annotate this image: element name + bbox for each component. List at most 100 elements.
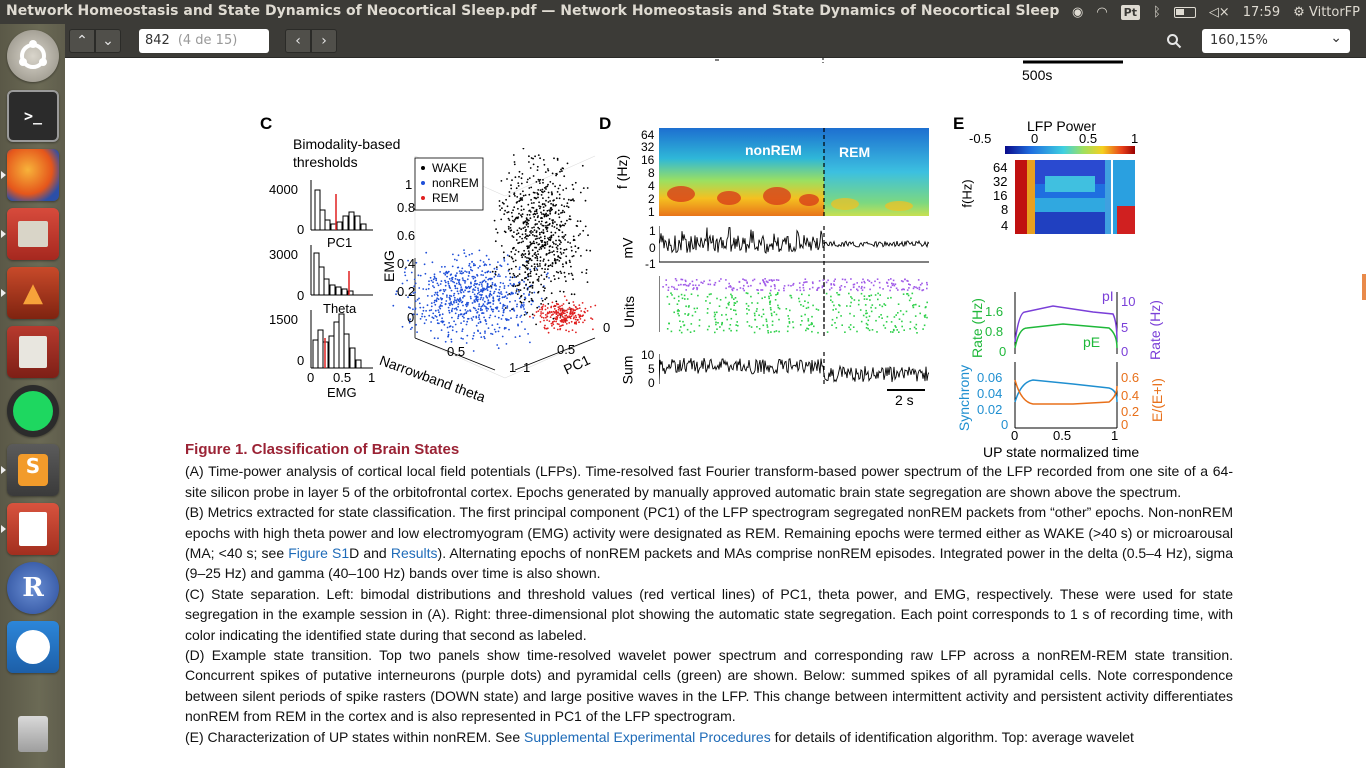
user-menu[interactable]: ⚙ VittorFP: [1293, 5, 1360, 20]
rate-left-tick-0: 0: [999, 344, 1007, 359]
battery-icon[interactable]: [1173, 6, 1196, 18]
caption-e: (E) Characterization of UP states within…: [185, 727, 1233, 747]
keyboard-layout-indicator[interactable]: Pt: [1120, 4, 1140, 20]
calculator-icon: [19, 336, 47, 368]
caption-b: (B) Metrics extracted for state classifi…: [185, 502, 1233, 584]
y-tick-0: 0: [603, 320, 611, 335]
sublime-icon: S: [18, 454, 48, 486]
cbar-tick-1: 1: [1131, 131, 1139, 146]
document-viewer-launcher[interactable]: [1, 503, 59, 555]
page-count: (4 de 15): [177, 33, 238, 48]
emg-histogram: [310, 310, 373, 369]
chevron-down-icon: ⌄: [1330, 30, 1342, 46]
emg-y0: 0: [297, 353, 305, 368]
ei-label: E/(E+I): [1148, 378, 1165, 422]
document-page: 500s C Bimodality-based thresholds 400: [65, 58, 1366, 768]
next-page-button[interactable]: ⌄: [95, 29, 121, 53]
firefox-launcher[interactable]: [1, 149, 59, 201]
bluetooth-icon[interactable]: ᛒ: [1153, 4, 1161, 20]
e-spec-ytick-32: 32: [993, 174, 1008, 189]
e-spec-ytick-64: 64: [993, 160, 1008, 175]
teamviewer-launcher[interactable]: [7, 621, 59, 673]
histograms: [310, 180, 373, 369]
z-tick-08: 0.8: [397, 200, 416, 215]
rate-left-tick-08: 0.8: [985, 324, 1004, 339]
caption-b-text2: D and: [349, 545, 391, 562]
zoom-select[interactable]: 160,15% ⌄: [1202, 29, 1350, 53]
figure-s1-link[interactable]: Figure S1: [288, 545, 350, 562]
theta-histogram: [310, 245, 373, 296]
terminal-launcher[interactable]: >_: [7, 90, 59, 142]
rate-left-tick-16: 1.6: [985, 304, 1004, 319]
z-tick-04: 0.4: [397, 256, 416, 271]
theta-ymax: 3000: [269, 247, 298, 262]
supplemental-procedures-link[interactable]: Supplemental Experimental Procedures: [524, 728, 771, 745]
spec-ytick-16: 16: [641, 153, 655, 167]
trash-launcher[interactable]: [7, 708, 59, 760]
pe-label: pE: [1083, 334, 1101, 350]
sync-icon[interactable]: ◉: [1071, 4, 1084, 20]
zoom-value: 160,15%: [1210, 33, 1268, 48]
file-cabinet-icon: [18, 221, 48, 247]
state-label-nonrem: nonREM: [745, 142, 802, 158]
sync-label: Synchrony: [956, 364, 973, 432]
lfp-ytick-1: 1: [649, 224, 656, 238]
x-tick-05: 0.5: [447, 344, 466, 359]
clock[interactable]: 17:59: [1242, 4, 1281, 20]
r-launcher[interactable]: R: [7, 562, 59, 614]
emg-x0: 0: [307, 370, 315, 385]
spike-raster: [659, 276, 928, 336]
volume-muted-icon[interactable]: ◁×: [1208, 4, 1230, 20]
back-button[interactable]: ‹: [285, 29, 311, 53]
caption-b-text3: ). Alternating epochs of nonREM packets …: [185, 545, 1233, 582]
launcher: >_ ▲ S R: [0, 24, 65, 768]
search-button[interactable]: [1159, 29, 1189, 53]
ubuntu-dash-button[interactable]: [7, 30, 59, 82]
wifi-icon[interactable]: ◠: [1096, 4, 1108, 20]
bimodality-title-line2: thresholds: [293, 154, 358, 170]
spotify-launcher[interactable]: [7, 385, 59, 437]
lfp-ytick-0: 0: [649, 241, 656, 255]
units-ylabel: Units: [620, 296, 637, 328]
pi-label: pI: [1102, 288, 1114, 304]
rate-right-label: Rate (Hz): [1146, 300, 1163, 360]
matlab-launcher[interactable]: ▲: [1, 267, 59, 319]
sum-ytick-10: 10: [641, 348, 655, 362]
pc1-xlabel: PC1: [327, 235, 353, 250]
panel-e: E LFP Power -0.5 0 0.5 1 64 32: [945, 108, 1185, 460]
window-title: Network Homeostasis and State Dynamics o…: [6, 3, 1060, 19]
results-link[interactable]: Results: [390, 545, 438, 562]
cbar-tick-05: 0.5: [1079, 131, 1098, 146]
panel-c-label: C: [260, 114, 273, 133]
spec-ytick-8: 8: [648, 166, 655, 180]
spec-ytick-4: 4: [648, 179, 655, 193]
page-number-input[interactable]: 842 (4 de 15): [139, 29, 269, 53]
pc1-histogram: [310, 180, 373, 231]
wavelet-spectrogram: [659, 128, 929, 216]
emg-x1: 1: [368, 370, 376, 385]
sublime-launcher[interactable]: S: [1, 444, 59, 496]
previous-page-button[interactable]: ⌃: [69, 29, 95, 53]
scroll-position-marker[interactable]: [1362, 274, 1366, 300]
spec-ytick-2: 2: [648, 192, 655, 206]
sync-tick-004: 0.04: [977, 386, 1003, 401]
cbar-tick-0: 0: [1031, 131, 1039, 146]
chevron-up-icon: ⌃: [76, 33, 88, 49]
wake-points: [490, 148, 592, 326]
emg-xlabel: EMG: [327, 385, 357, 400]
forward-button[interactable]: ›: [311, 29, 337, 53]
legend-wake: WAKE: [432, 161, 467, 175]
viewer-toolbar: ⌃ ⌄ 842 (4 de 15) ‹ › 160,15% ⌄: [65, 24, 1366, 58]
z-tick-02: 0.2: [397, 284, 416, 299]
calculator-launcher[interactable]: [7, 326, 59, 378]
user-name: VittorFP: [1308, 4, 1360, 20]
sum-ylabel: Sum: [619, 355, 636, 385]
state-scatter-3d: [392, 148, 597, 379]
files-launcher[interactable]: [1, 208, 59, 260]
terminal-icon: >_: [23, 107, 43, 125]
chevron-left-icon: ‹: [295, 33, 301, 49]
bimodality-title-line1: Bimodality-based: [293, 136, 401, 152]
spotify-icon: [13, 391, 53, 431]
chevron-right-icon: ›: [321, 33, 327, 49]
caption-c: (C) State separation. Left: bimodal dist…: [185, 585, 1233, 643]
